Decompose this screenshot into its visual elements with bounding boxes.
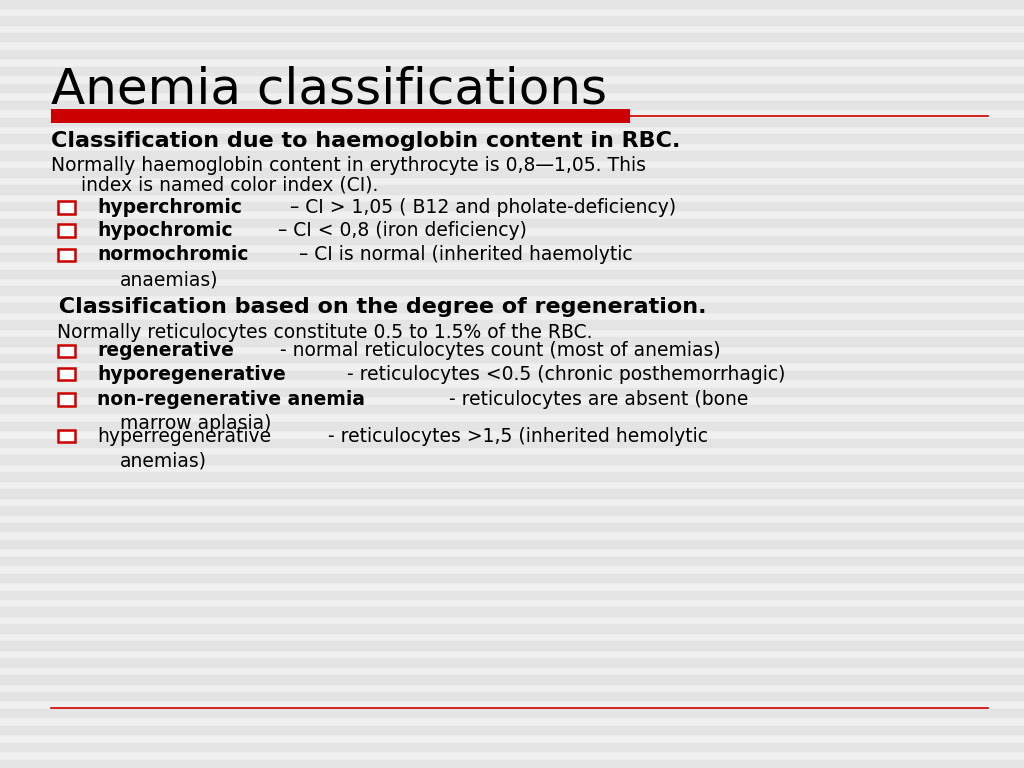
Text: non-regenerative anemia: non-regenerative anemia [97, 390, 366, 409]
Text: - reticulocytes >1,5 (inherited hemolytic: - reticulocytes >1,5 (inherited hemolyti… [322, 427, 708, 445]
Bar [0, 624, 1024, 633]
Text: - reticulocytes are absent (bone: - reticulocytes are absent (bone [443, 390, 749, 409]
Text: hyperchromic: hyperchromic [97, 198, 243, 217]
Bar [0, 151, 1024, 160]
Text: anemias): anemias) [120, 452, 207, 470]
Bar [0, 270, 1024, 278]
Bar [0, 607, 1024, 616]
Bar [0, 134, 1024, 143]
Bar [0, 84, 1024, 92]
Bar [0, 0, 1024, 8]
Bar [0, 337, 1024, 346]
Text: marrow aplasia): marrow aplasia) [120, 415, 271, 433]
Bar [0, 50, 1024, 58]
FancyBboxPatch shape [58, 393, 75, 406]
Bar [0, 692, 1024, 700]
Bar [0, 523, 1024, 531]
Bar [0, 303, 1024, 312]
FancyBboxPatch shape [58, 249, 75, 261]
FancyBboxPatch shape [58, 430, 75, 442]
Bar [0, 574, 1024, 582]
Bar [0, 118, 1024, 126]
Bar [0, 455, 1024, 464]
Bar [0, 185, 1024, 194]
Bar [0, 405, 1024, 413]
Bar [0, 236, 1024, 244]
Bar [0, 760, 1024, 768]
Text: Classification due to haemoglobin content in RBC.: Classification due to haemoglobin conten… [51, 131, 681, 151]
Text: – CI > 1,05 ( B12 and pholate-deficiency): – CI > 1,05 ( B12 and pholate-deficiency… [285, 198, 677, 217]
Bar [0, 354, 1024, 362]
Bar [0, 439, 1024, 447]
Text: - normal reticulocytes count (most of anemias): - normal reticulocytes count (most of an… [273, 342, 721, 360]
Text: hypochromic: hypochromic [97, 221, 232, 240]
Text: – CI < 0,8 (iron deficiency): – CI < 0,8 (iron deficiency) [272, 221, 527, 240]
Bar [0, 591, 1024, 599]
Bar [0, 219, 1024, 227]
Bar [0, 675, 1024, 684]
Text: Anemia classifications: Anemia classifications [51, 65, 607, 113]
Text: normochromic: normochromic [97, 246, 249, 264]
Bar [0, 371, 1024, 379]
Text: - reticulocytes <0.5 (chronic posthemorrhagic): - reticulocytes <0.5 (chronic posthemorr… [341, 365, 785, 383]
Bar [0, 202, 1024, 210]
Bar [0, 641, 1024, 650]
Bar [0, 557, 1024, 565]
Bar [0, 540, 1024, 548]
Bar [0, 472, 1024, 481]
Bar [0, 67, 1024, 75]
Bar [0, 709, 1024, 717]
Text: hyperregenerative: hyperregenerative [97, 427, 271, 445]
Text: regenerative: regenerative [97, 342, 234, 360]
Bar [0, 16, 1024, 25]
Bar [0, 101, 1024, 109]
FancyBboxPatch shape [58, 345, 75, 357]
Bar [0, 726, 1024, 734]
Text: Normally reticulocytes constitute 0.5 to 1.5% of the RBC.: Normally reticulocytes constitute 0.5 to… [51, 323, 593, 342]
Bar [0, 168, 1024, 177]
Text: Normally haemoglobin content in erythrocyte is 0,8—1,05. This: Normally haemoglobin content in erythroc… [51, 156, 646, 175]
Bar [0, 506, 1024, 515]
FancyBboxPatch shape [51, 109, 630, 123]
Bar [0, 489, 1024, 498]
FancyBboxPatch shape [58, 224, 75, 237]
Bar [0, 33, 1024, 41]
Text: index is named color index (CI).: index is named color index (CI). [51, 175, 379, 194]
Bar [0, 320, 1024, 329]
Bar [0, 658, 1024, 667]
Bar [0, 388, 1024, 396]
Bar [0, 253, 1024, 261]
Bar [0, 422, 1024, 430]
Text: – CI is normal (inherited haemolytic: – CI is normal (inherited haemolytic [293, 246, 633, 264]
FancyBboxPatch shape [58, 368, 75, 380]
Text: anaemias): anaemias) [120, 270, 218, 289]
Text: hyporegenerative: hyporegenerative [97, 365, 286, 383]
Bar [0, 743, 1024, 751]
FancyBboxPatch shape [58, 201, 75, 214]
Text: Classification based on the degree of regeneration.: Classification based on the degree of re… [51, 297, 707, 317]
Bar [0, 286, 1024, 295]
